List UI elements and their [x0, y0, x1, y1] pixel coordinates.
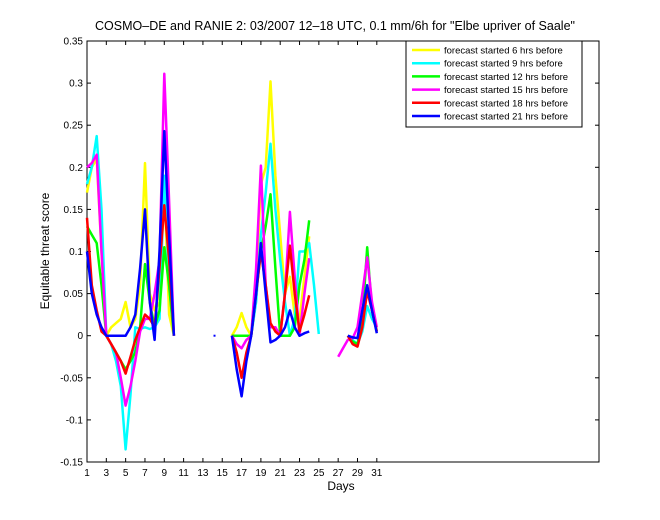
x-tick-label: 1: [84, 468, 90, 479]
y-tick-label: 0.1: [69, 247, 83, 258]
y-axis-label: Equitable threat score: [38, 192, 52, 309]
series-line: [230, 241, 310, 398]
x-tick-label: 29: [352, 468, 364, 479]
x-axis-label: Days: [327, 479, 354, 493]
y-tick-label: -0.15: [60, 458, 83, 469]
x-tick-label: 27: [333, 468, 345, 479]
y-tick-label: -0.05: [60, 373, 83, 384]
chart-title: COSMO–DE and RANIE 2: 03/2007 12–18 UTC,…: [95, 19, 575, 33]
legend-entry: forecast started 15 hrs before: [444, 85, 568, 96]
series-group: [85, 72, 379, 451]
series-line: [347, 283, 379, 340]
y-tick-label: 0.35: [64, 37, 84, 48]
chart-text: COSMO–DE and RANIE 2: 03/2007 12–18 UTC,…: [38, 19, 575, 493]
series-6: [85, 129, 379, 398]
y-tick-label: -0.1: [66, 415, 84, 426]
x-tick-label: 9: [162, 468, 168, 479]
y-tick-label: 0.25: [64, 121, 84, 132]
y-tick-label: 0.2: [69, 163, 83, 174]
x-tick-label: 21: [275, 468, 287, 479]
x-tick-label: 7: [142, 468, 148, 479]
series-line: [85, 129, 176, 342]
legend-box: [405, 40, 583, 128]
legend-entry: forecast started 12 hrs before: [444, 72, 568, 83]
x-tick-label: 15: [217, 468, 229, 479]
x-tick-label: 13: [197, 468, 209, 479]
x-tick-label: 11: [178, 468, 189, 479]
series-line: [230, 244, 311, 380]
y-tick-label: 0.15: [64, 205, 84, 216]
legend-entry: forecast started 21 hrs before: [444, 112, 568, 123]
x-tick-label: 17: [236, 468, 248, 479]
x-tick-label: 3: [104, 468, 110, 479]
legend: forecast started 6 hrs before forecast st…: [405, 40, 583, 128]
y-tick-label: 0: [77, 331, 83, 342]
x-tick-label: 5: [123, 468, 129, 479]
series-line: [85, 134, 176, 451]
x-tick-label: 25: [313, 468, 325, 479]
y-tick-label: 0.3: [69, 79, 83, 90]
series-line: [337, 256, 379, 358]
x-tick-label: 23: [294, 468, 306, 479]
x-tick-label: 31: [371, 468, 383, 479]
x-tick-label: 19: [255, 468, 267, 479]
legend-entry: forecast started 9 hrs before: [444, 59, 563, 70]
legend-entry: forecast started 6 hrs before: [444, 46, 563, 57]
legend-entry: forecast started 18 hrs before: [444, 98, 568, 109]
y-tick-label: 0.05: [64, 289, 84, 300]
